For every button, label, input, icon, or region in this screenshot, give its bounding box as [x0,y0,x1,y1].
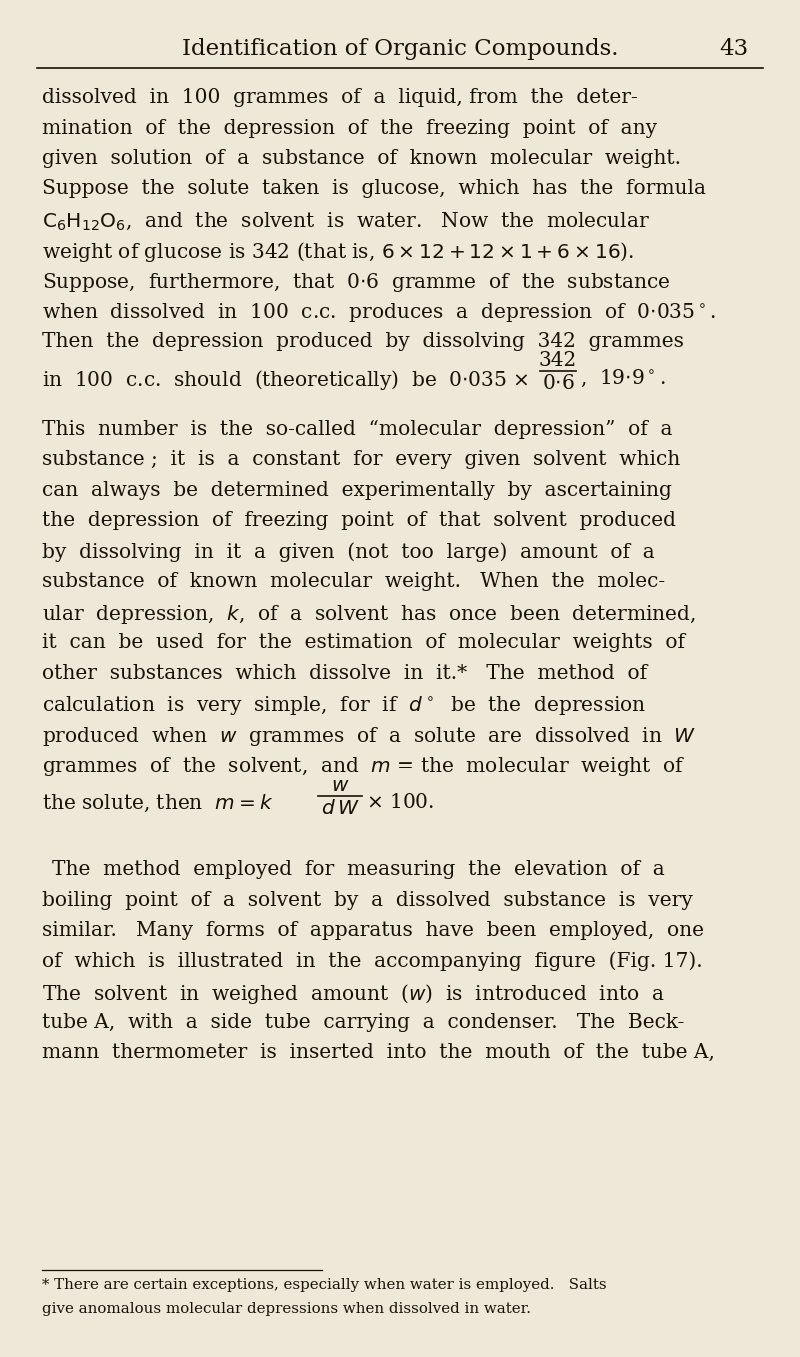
Text: give anomalous molecular depressions when dissolved in water.: give anomalous molecular depressions whe… [42,1301,531,1316]
Text: produced  when  $w$  grammes  of  a  solute  are  dissolved  in  $W$: produced when $w$ grammes of a solute ar… [42,725,697,748]
Text: other  substances  which  dissolve  in  it.*   The  method  of: other substances which dissolve in it.* … [42,664,647,683]
Text: the solute, then  $m = k$: the solute, then $m = k$ [42,792,274,814]
Text: $\mathrm{C_6H_{12}O_6}$,  and  the  solvent  is  water.   Now  the  molecular: $\mathrm{C_6H_{12}O_6}$, and the solvent… [42,210,650,232]
Text: The  method  employed  for  measuring  the  elevation  of  a: The method employed for measuring the el… [52,860,665,879]
Text: The  solvent  in  weighed  amount  ($w$)  is  introduced  into  a: The solvent in weighed amount ($w$) is i… [42,982,665,1006]
Text: grammes  of  the  solvent,  and  $m$ = the  molecular  weight  of: grammes of the solvent, and $m$ = the mo… [42,756,686,779]
Text: the  depression  of  freezing  point  of  that  solvent  produced: the depression of freezing point of that… [42,512,676,531]
Text: in  100  c.c.  should  (theoretically)  be  0$\cdot$035 $\times$: in 100 c.c. should (theoretically) be 0$… [42,368,529,392]
Text: * There are certain exceptions, especially when water is employed.   Salts: * There are certain exceptions, especial… [42,1278,606,1292]
Text: 342: 342 [539,351,577,370]
Text: of  which  is  illustrated  in  the  accompanying  figure  (Fig. 17).: of which is illustrated in the accompany… [42,951,702,972]
Text: when  dissolved  in  100  c.c.  produces  a  depression  of  0$\cdot$035$^\circ$: when dissolved in 100 c.c. produces a de… [42,301,716,324]
Text: calculation  is  very  simple,  for  if  $d^\circ$  be  the  depression: calculation is very simple, for if $d^\c… [42,695,646,718]
Text: $\times$ 100.: $\times$ 100. [366,792,434,811]
Text: $w$: $w$ [330,776,350,795]
Text: mination  of  the  depression  of  the  freezing  point  of  any: mination of the depression of the freezi… [42,118,657,137]
Text: substance  of  known  molecular  weight.   When  the  molec-: substance of known molecular weight. Whe… [42,573,665,592]
Text: Suppose  the  solute  taken  is  glucose,  which  has  the  formula: Suppose the solute taken is glucose, whi… [42,179,706,198]
Text: ular  depression,  $k$,  of  a  solvent  has  once  been  determined,: ular depression, $k$, of a solvent has o… [42,603,696,626]
Text: Then  the  depression  produced  by  dissolving  342  grammes: Then the depression produced by dissolvi… [42,332,684,351]
Text: $d\,W$: $d\,W$ [321,799,359,818]
Text: dissolved  in  100  grammes  of  a  liquid, from  the  deter-: dissolved in 100 grammes of a liquid, fr… [42,88,638,107]
Text: ,  19$\cdot$9$^\circ$.: , 19$\cdot$9$^\circ$. [580,368,666,389]
Text: boiling  point  of  a  solvent  by  a  dissolved  substance  is  very: boiling point of a solvent by a dissolve… [42,890,693,909]
Text: Identification of Organic Compounds.: Identification of Organic Compounds. [182,38,618,60]
Text: can  always  be  determined  experimentally  by  ascertaining: can always be determined experimentally … [42,480,672,499]
Text: weight of glucose is 342 (that is, $6 \times 12 + 12 \times 1 + 6 \times 16$).: weight of glucose is 342 (that is, $6 \t… [42,240,634,265]
Text: it  can  be  used  for  the  estimation  of  molecular  weights  of: it can be used for the estimation of mol… [42,634,685,653]
Text: given  solution  of  a  substance  of  known  molecular  weight.: given solution of a substance of known m… [42,149,681,168]
Text: Suppose,  furthermore,  that  0$\cdot$6  gramme  of  the  substance: Suppose, furthermore, that 0$\cdot$6 gra… [42,271,670,294]
Text: by  dissolving  in  it  a  given  (not  too  large)  amount  of  a: by dissolving in it a given (not too lar… [42,541,654,562]
Text: similar.   Many  forms  of  apparatus  have  been  employed,  one: similar. Many forms of apparatus have be… [42,921,704,940]
Text: tube A,  with  a  side  tube  carrying  a  condenser.   The  Beck-: tube A, with a side tube carrying a cond… [42,1012,684,1031]
Text: 43: 43 [718,38,748,60]
Text: 0$\cdot$6: 0$\cdot$6 [542,375,574,394]
Text: mann  thermometer  is  inserted  into  the  mouth  of  the  tube A,: mann thermometer is inserted into the mo… [42,1044,715,1063]
Text: This  number  is  the  so-called  “molecular  depression”  of  a: This number is the so-called “molecular … [42,419,673,438]
Text: substance ;  it  is  a  constant  for  every  given  solvent  which: substance ; it is a constant for every g… [42,451,680,470]
